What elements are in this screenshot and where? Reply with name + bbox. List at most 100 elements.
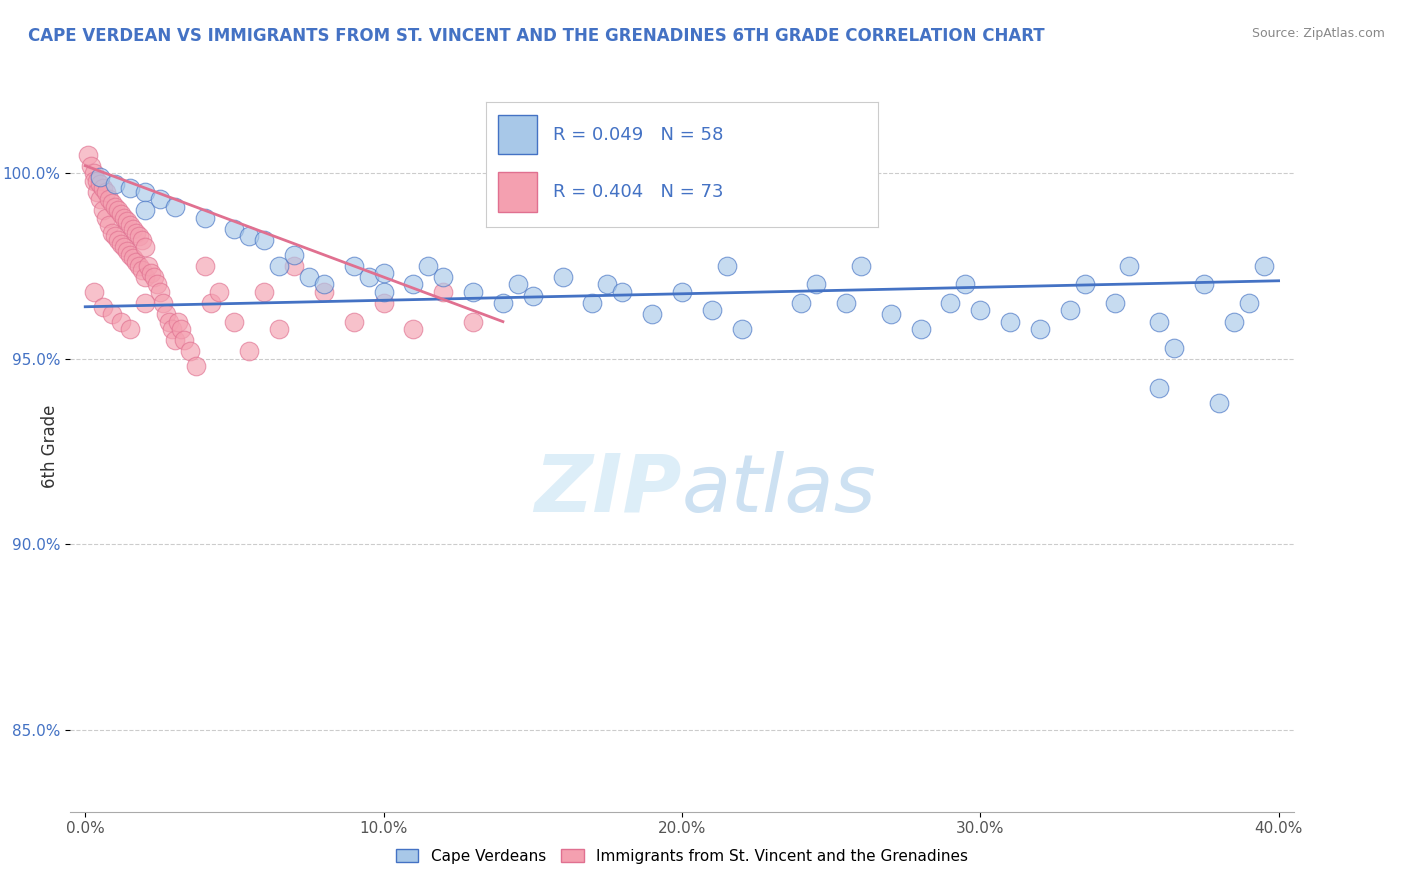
Point xyxy=(939,296,962,310)
Point xyxy=(208,285,231,299)
Point xyxy=(118,248,141,262)
Point xyxy=(110,315,132,329)
Point xyxy=(101,226,124,240)
Point xyxy=(955,277,977,292)
Point xyxy=(112,240,135,254)
Point xyxy=(200,296,222,310)
Point xyxy=(134,240,156,254)
Point xyxy=(253,285,276,299)
Point xyxy=(849,259,872,273)
Point xyxy=(700,303,723,318)
Point xyxy=(269,322,291,336)
Point xyxy=(163,333,186,347)
Point xyxy=(115,244,138,258)
Point xyxy=(104,200,127,214)
Point xyxy=(118,181,141,195)
Point xyxy=(125,255,148,269)
Text: ZIP: ZIP xyxy=(534,450,682,529)
Point xyxy=(357,270,380,285)
Point xyxy=(155,307,177,321)
Point xyxy=(118,218,141,232)
Point xyxy=(110,207,132,221)
Point xyxy=(790,296,813,310)
Point xyxy=(253,233,276,247)
Point xyxy=(671,285,693,299)
Point xyxy=(125,226,148,240)
Point xyxy=(160,322,183,336)
Point xyxy=(131,233,153,247)
Point xyxy=(224,221,246,235)
Point xyxy=(522,288,544,302)
Point xyxy=(86,185,108,199)
Point xyxy=(152,296,174,310)
Point xyxy=(461,315,484,329)
Point xyxy=(581,296,603,310)
Point xyxy=(641,307,664,321)
Point xyxy=(804,277,827,292)
Point xyxy=(312,277,335,292)
Point xyxy=(131,262,153,277)
Point xyxy=(1208,396,1230,410)
Point xyxy=(1073,277,1095,292)
Point xyxy=(134,270,156,285)
Point xyxy=(91,203,114,218)
Point xyxy=(83,285,105,299)
Point xyxy=(969,303,991,318)
Point xyxy=(506,277,529,292)
Point xyxy=(118,322,141,336)
Point xyxy=(283,248,305,262)
Point xyxy=(157,315,180,329)
Point xyxy=(134,185,156,199)
Point xyxy=(269,259,291,273)
Point xyxy=(107,203,129,218)
Point xyxy=(551,270,574,285)
Point xyxy=(1253,259,1275,273)
Point xyxy=(107,233,129,247)
Point xyxy=(134,203,156,218)
Point xyxy=(238,229,260,244)
Point xyxy=(1149,315,1171,329)
Point xyxy=(1059,303,1081,318)
Point xyxy=(89,169,111,184)
Point xyxy=(184,359,207,374)
Point xyxy=(89,178,111,192)
Point xyxy=(122,252,145,266)
Point xyxy=(193,259,215,273)
Point xyxy=(80,159,103,173)
Point xyxy=(596,277,619,292)
Text: atlas: atlas xyxy=(682,450,877,529)
Point xyxy=(312,285,335,299)
Point xyxy=(1237,296,1260,310)
Point xyxy=(1149,381,1171,395)
Point xyxy=(77,147,100,161)
Text: Source: ZipAtlas.com: Source: ZipAtlas.com xyxy=(1251,27,1385,40)
Point xyxy=(373,296,395,310)
Point xyxy=(835,296,858,310)
Point xyxy=(402,322,425,336)
Point xyxy=(373,285,395,299)
Point xyxy=(104,178,127,192)
Point xyxy=(716,259,738,273)
Point xyxy=(136,259,159,273)
Point xyxy=(283,259,305,273)
Point xyxy=(89,192,111,206)
Point xyxy=(418,259,440,273)
Point xyxy=(373,266,395,280)
Point xyxy=(128,259,150,273)
Point xyxy=(1104,296,1126,310)
Point xyxy=(1029,322,1052,336)
Point xyxy=(94,185,117,199)
Point xyxy=(224,315,246,329)
Point xyxy=(98,218,121,232)
Point xyxy=(1223,315,1246,329)
Point xyxy=(134,296,156,310)
Point xyxy=(193,211,215,225)
Point xyxy=(149,285,172,299)
Point xyxy=(432,285,454,299)
Point xyxy=(612,285,634,299)
Legend: Cape Verdeans, Immigrants from St. Vincent and the Grenadines: Cape Verdeans, Immigrants from St. Vince… xyxy=(389,843,974,870)
Point xyxy=(83,173,105,187)
Point xyxy=(98,192,121,206)
Y-axis label: 6th Grade: 6th Grade xyxy=(41,404,59,488)
Point xyxy=(101,195,124,210)
